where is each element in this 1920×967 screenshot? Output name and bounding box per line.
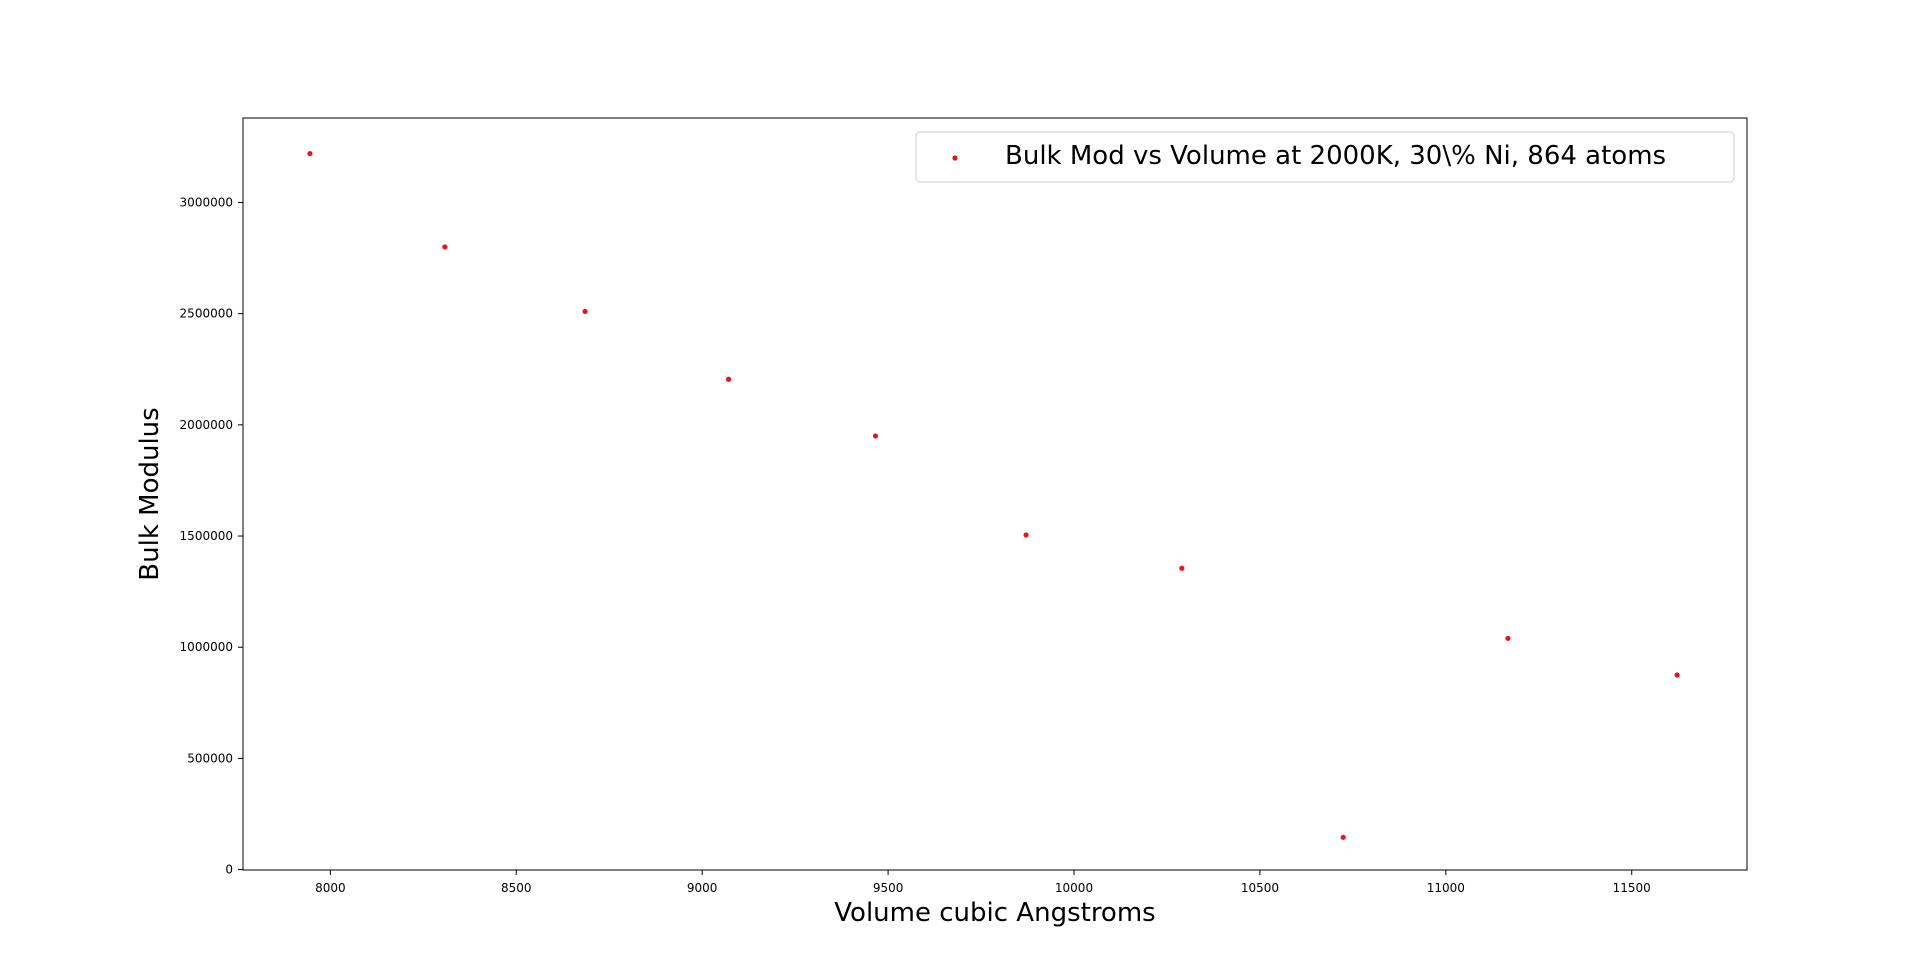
legend-marker [952, 155, 958, 161]
x-axis: 8000 8500 9000 9500 10000 10500 11000 11500 [315, 870, 1651, 895]
x-tick-label: 11500 [1613, 881, 1651, 895]
data-point [1179, 565, 1185, 571]
y-tick-label: 500000 [187, 751, 233, 765]
x-tick-label: 8000 [315, 881, 346, 895]
y-tick-label: 0 [225, 863, 233, 877]
y-tick-label: 1500000 [180, 529, 233, 543]
data-point [725, 376, 732, 382]
data-points [307, 150, 1680, 840]
y-axis: 0 500000 1000000 1500000 2000000 2500000 30000… [180, 195, 243, 877]
data-point [872, 433, 879, 439]
data-point [1340, 834, 1346, 840]
data-point [1023, 532, 1029, 538]
data-point [307, 150, 313, 157]
legend-box [915, 131, 1735, 183]
plot-area-frame [242, 117, 1748, 871]
x-tick-label: 8500 [501, 881, 532, 895]
y-tick-label: 3000000 [180, 195, 233, 209]
legend: Bulk Mod vs Volume at 2000K, 30\% Ni, 86… [915, 131, 1735, 183]
y-tick-label: 2500000 [180, 307, 233, 321]
x-tick-label: 9000 [687, 881, 718, 895]
data-point [582, 308, 588, 315]
data-point [1505, 635, 1511, 641]
x-axis-label: Volume cubic Angstroms [834, 898, 1155, 928]
data-point [442, 244, 448, 250]
y-tick-label: 1000000 [180, 640, 233, 654]
legend-label: Bulk Mod vs Volume at 2000K, 30\% Ni, 86… [1005, 141, 1666, 171]
data-point [1674, 672, 1680, 678]
y-tick-label: 2000000 [180, 418, 233, 432]
x-tick-label: 9500 [873, 881, 904, 895]
y-axis-label: Bulk Modulus [135, 407, 165, 580]
x-tick-label: 10500 [1241, 881, 1279, 895]
x-tick-label: 10000 [1055, 881, 1093, 895]
x-tick-label: 11000 [1427, 881, 1465, 895]
